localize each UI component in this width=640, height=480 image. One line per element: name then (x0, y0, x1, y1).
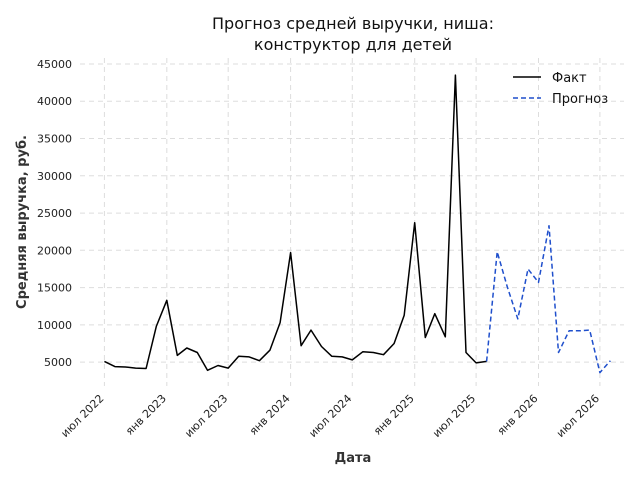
y-axis-label: Средняя выручка, руб. (15, 135, 30, 309)
series (104, 74, 611, 374)
x-axis-ticks: июл 2022 янв 2023 июл 2023 янв 2024 июл 2024… (58, 392, 602, 440)
y-tick-label: 45000 (37, 58, 72, 71)
x-tick-label: июл 2026 (554, 392, 602, 440)
y-tick-label: 5000 (44, 356, 72, 369)
x-tick-label: янв 2026 (495, 392, 541, 438)
y-tick-label: 40000 (37, 95, 72, 108)
x-tick-label: янв 2023 (123, 392, 169, 438)
legend-label-fact: Факт (552, 71, 587, 86)
y-tick-label: 35000 (37, 133, 72, 146)
chart-title-line-2: конструктор для детей (254, 35, 452, 54)
x-tick-label: янв 2024 (247, 392, 293, 438)
y-tick-label: 30000 (37, 170, 72, 183)
grid (80, 58, 624, 386)
x-tick-label: июл 2022 (58, 392, 106, 440)
x-tick-label: июл 2024 (306, 392, 354, 440)
y-tick-label: 25000 (37, 207, 72, 220)
series-line-fact (104, 74, 487, 372)
y-tick-label: 10000 (37, 319, 72, 332)
legend: Факт Прогноз (513, 71, 608, 107)
y-tick-label: 20000 (37, 244, 72, 257)
chart-title-line-1: Прогноз средней выручки, ниша: (212, 14, 494, 33)
legend-label-forecast: Прогноз (552, 92, 608, 107)
y-tick-label: 15000 (37, 282, 72, 295)
y-axis-ticks: 5000 10000 15000 20000 25000 30000 35000 40000 4… (37, 58, 72, 369)
series-line-forecast (485, 224, 611, 374)
x-axis-label: Дата (335, 451, 372, 466)
x-tick-label: июл 2023 (182, 392, 230, 440)
x-tick-label: янв 2025 (371, 392, 417, 438)
x-tick-label: июл 2025 (430, 392, 478, 440)
